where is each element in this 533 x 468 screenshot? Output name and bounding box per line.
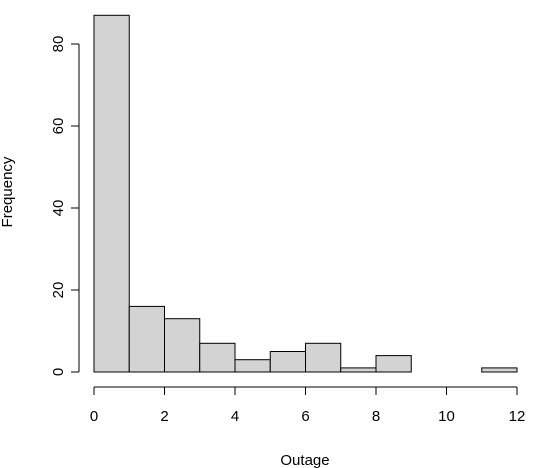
histogram-bar xyxy=(375,355,412,373)
y-tick-label: 40 xyxy=(50,200,67,217)
y-tick-label: 80 xyxy=(50,36,67,53)
x-axis: 0 2 4 6 8 10 12 xyxy=(90,386,526,425)
histogram-bar xyxy=(128,305,165,373)
histogram-bar xyxy=(305,342,342,373)
histogram-bar xyxy=(164,318,201,373)
histogram-bar xyxy=(234,359,271,373)
x-tick-label: 4 xyxy=(231,408,239,425)
x-axis-title: Outage xyxy=(280,452,329,468)
x-tick-label: 6 xyxy=(301,408,309,425)
x-tick-label: 10 xyxy=(438,408,455,425)
histogram-bar xyxy=(199,342,236,373)
y-tick-label: 20 xyxy=(50,282,67,299)
x-tick-label: 8 xyxy=(372,408,380,425)
y-axis-title: Frequency xyxy=(0,156,16,227)
y-tick-label: 60 xyxy=(50,118,67,135)
x-tick-label: 0 xyxy=(90,408,98,425)
bars-group xyxy=(93,14,518,373)
y-axis: 0 20 40 60 80 xyxy=(50,36,80,376)
histogram-bar xyxy=(340,367,377,373)
histogram-bar xyxy=(93,14,130,373)
x-tick-label: 12 xyxy=(509,408,526,425)
histogram-bar xyxy=(481,367,518,373)
y-tick-label: 0 xyxy=(50,368,67,376)
x-tick-label: 2 xyxy=(160,408,168,425)
histogram-bar xyxy=(269,351,306,373)
